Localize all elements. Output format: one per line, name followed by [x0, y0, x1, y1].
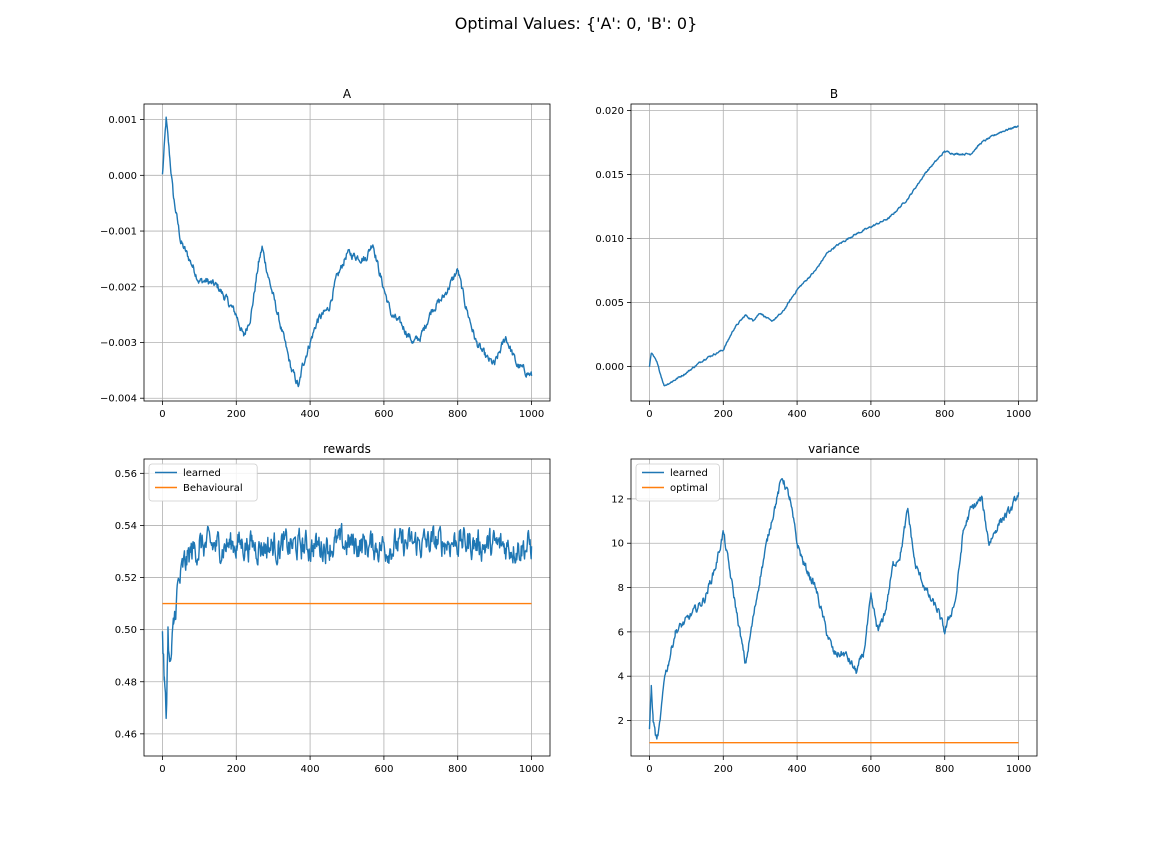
panel-a-ytick-label-0: −0.004: [100, 394, 137, 405]
panel-variance-ytick-label-0: 2: [618, 716, 624, 727]
panel-variance-legend-label-0: learned: [670, 468, 708, 479]
panel-rewards-legend-label-0: learned: [183, 468, 221, 479]
panel-a: A 0 200 400 600 800 1000 −0.004 −0.003 −0.002 −0.…: [100, 87, 551, 420]
panel-variance-xtick-label-1: 200: [714, 764, 733, 775]
panel-variance-ytick-label-1: 4: [618, 672, 624, 683]
panel-b-ytick-label-2: 0.010: [595, 234, 624, 245]
panel-b-ytick-label-3: 0.015: [595, 170, 624, 181]
panel-variance-title: variance: [808, 442, 860, 456]
panel-a-xtick-label-2: 400: [301, 409, 320, 420]
panel-rewards-ytick-label-2: 0.50: [115, 625, 137, 636]
panel-rewards-xtick-label-0: 0: [159, 764, 165, 775]
panel-variance-ytick-label-5: 12: [611, 494, 624, 505]
panel-a-ytick-label-2: −0.002: [100, 282, 137, 293]
panel-variance: variance 0 200 400 600 800 1000 2 4 6 8 10 12 learne…: [611, 442, 1038, 775]
panel-b-xtick-label-5: 1000: [1006, 409, 1031, 420]
panel-rewards-frame: [143, 458, 551, 757]
panel-b-ytick-label-0: 0.000: [595, 362, 624, 373]
panel-b-xtick-label-4: 800: [935, 409, 954, 420]
panel-variance-ytick-label-3: 8: [618, 583, 624, 594]
panel-b-ytick-label-1: 0.005: [595, 298, 624, 309]
panel-variance-xtick-label-3: 600: [861, 764, 880, 775]
panel-a-xtick-label-3: 600: [374, 409, 393, 420]
panel-variance-ytick-label-4: 10: [611, 539, 624, 550]
panel-b-series-0: [648, 125, 1020, 387]
panel-a-ytick-label-1: −0.003: [100, 338, 137, 349]
panel-variance-series-learned: [648, 478, 1020, 740]
panel-variance-frame: [630, 458, 1038, 757]
panel-a-xtick-label-5: 1000: [519, 409, 544, 420]
panel-a-xtick-label-4: 800: [448, 409, 467, 420]
panel-rewards-ytick-label-3: 0.52: [115, 573, 137, 584]
panel-variance-xtick-label-4: 800: [935, 764, 954, 775]
panel-rewards-legend-label-1: Behavioural: [183, 483, 243, 494]
panel-a-ytick-label-3: −0.001: [100, 227, 137, 238]
panel-a-ytick-label-5: 0.001: [108, 115, 137, 126]
panel-variance-xtick-label-5: 1000: [1006, 764, 1031, 775]
panel-rewards-series-learned: [161, 522, 533, 720]
panel-rewards-xtick-label-4: 800: [448, 764, 467, 775]
panel-b-ytick-label-4: 0.020: [595, 106, 624, 117]
panel-rewards-xtick-label-1: 200: [227, 764, 246, 775]
panel-rewards-ytick-label-4: 0.54: [115, 521, 137, 532]
panel-rewards-xtick-label-2: 400: [301, 764, 320, 775]
panel-a-title: A: [343, 87, 352, 101]
panel-rewards-xtick-label-5: 1000: [519, 764, 544, 775]
panel-rewards-title: rewards: [323, 442, 371, 456]
panel-b-xtick-label-0: 0: [646, 409, 652, 420]
panel-variance-legend-label-1: optimal: [670, 483, 708, 494]
panel-a-series-0: [161, 116, 533, 388]
figure-suptitle: Optimal Values: {'A': 0, 'B': 0}: [455, 14, 698, 33]
panel-variance-xtick-label-0: 0: [646, 764, 652, 775]
panel-a-xtick-label-1: 200: [227, 409, 246, 420]
panel-b-xtick-label-2: 400: [788, 409, 807, 420]
panel-rewards: rewards 0 200 400 600 800 1000 0.46 0.48 0.50 0.5…: [115, 442, 551, 775]
panel-b: B 0 200 400 600 800 1000 0.000 0.005 0.010 0.015 0…: [595, 87, 1038, 420]
panel-rewards-xtick-label-3: 600: [374, 764, 393, 775]
panel-a-ytick-label-4: 0.000: [108, 171, 137, 182]
panel-a-xtick-label-0: 0: [159, 409, 165, 420]
panel-a-frame: [143, 103, 551, 402]
panel-rewards-ytick-label-0: 0.46: [115, 729, 137, 740]
panel-b-frame: [630, 103, 1038, 402]
panel-rewards-ytick-label-5: 0.56: [115, 469, 137, 480]
panel-b-xtick-label-1: 200: [714, 409, 733, 420]
panel-b-title: B: [830, 87, 838, 101]
panel-variance-xtick-label-2: 400: [788, 764, 807, 775]
panel-b-xtick-label-3: 600: [861, 409, 880, 420]
panel-variance-ytick-label-2: 6: [618, 627, 624, 638]
panel-rewards-ytick-label-1: 0.48: [115, 677, 137, 688]
